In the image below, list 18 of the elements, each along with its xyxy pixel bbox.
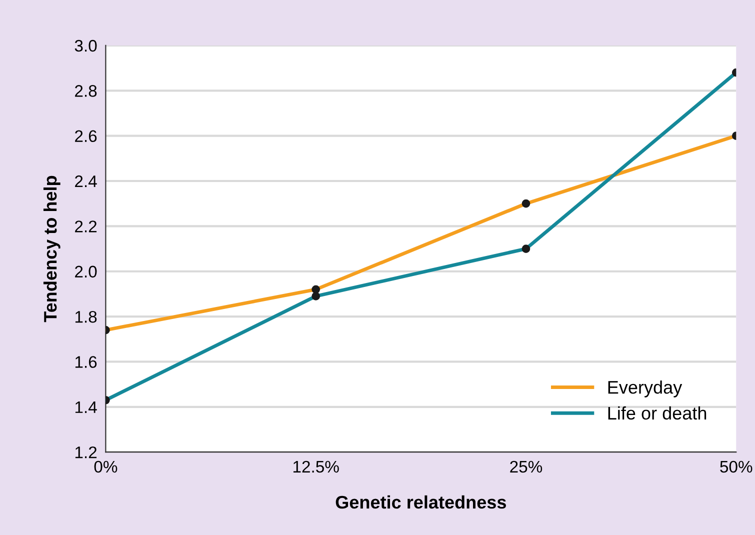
y-tick-label: 2.2	[75, 220, 97, 232]
y-tick-label: 1.4	[75, 401, 97, 413]
x-tick-label: 25%	[510, 460, 542, 473]
legend-label: Everyday	[608, 380, 682, 398]
x-axis-title: Genetic relatedness	[336, 495, 506, 509]
y-tick-label: 2.4	[75, 175, 97, 188]
x-tick-label: 0%	[94, 460, 118, 473]
legend-label: Life or death	[608, 406, 706, 420]
y-tick-label: 1.8	[75, 310, 97, 323]
y-tick-label: 3.0	[74, 40, 97, 52]
y-tick-label: 1.2	[75, 446, 97, 458]
x-tick-label: 12.5%	[293, 460, 339, 473]
y-tick-label: 2.8	[75, 85, 97, 97]
y-tick-label: 2.0	[75, 266, 97, 278]
y-axis-title: Tendency to help	[43, 176, 60, 322]
y-tick-label: 2.6	[75, 130, 97, 142]
x-tick-label: 50%	[720, 460, 752, 473]
y-tick-label: 1.6	[75, 356, 97, 368]
